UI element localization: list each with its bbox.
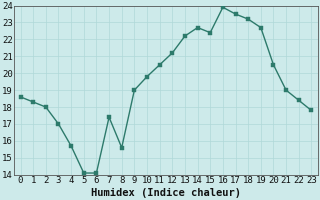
X-axis label: Humidex (Indice chaleur): Humidex (Indice chaleur) — [91, 188, 241, 198]
